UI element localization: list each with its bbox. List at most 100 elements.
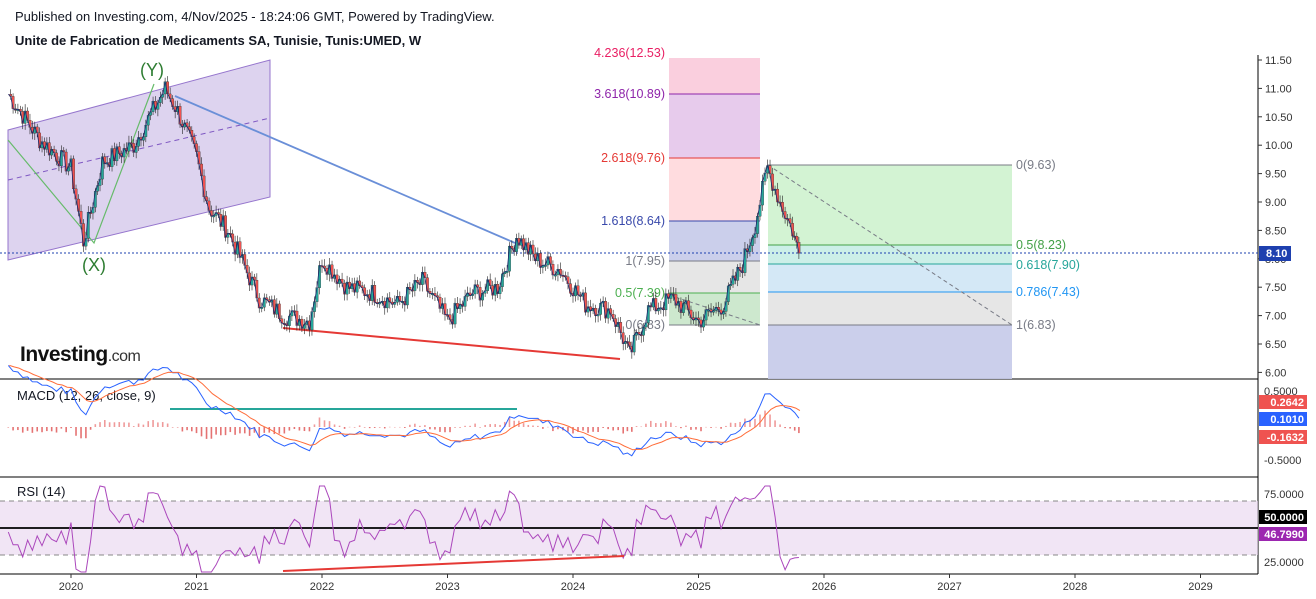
macd-histogram-bar [793,427,796,431]
macd-histogram-bar [655,423,657,427]
macd-histogram-bar [368,427,371,429]
macd-histogram-bar [94,424,97,427]
macd-histogram-bar [567,427,569,432]
macd-histogram-bar [597,427,599,432]
macd-histogram-bar [36,427,39,432]
macd-histogram-bar [612,427,614,431]
x-tick-label: 2024 [561,581,585,593]
macd-histogram-bar [288,427,291,431]
x-tick-label: 2023 [435,581,459,593]
macd-histogram-bar [128,422,130,427]
macd-histogram-bar [720,427,722,429]
macd-histogram-bar [132,426,135,427]
macd-histogram-bar [700,427,702,432]
fib-extension-labels: 4.236(12.53) 3.618(10.89) 2.618(9.76) 1.618… [594,46,665,332]
macd-histogram-bar [489,424,491,427]
macd-histogram-bar [542,427,544,429]
macd-histogram-bar [409,424,411,427]
x-tick-label: 2022 [310,581,334,593]
candle-body [405,287,409,306]
elliott-channel [7,59,271,261]
macd-histogram-bar [70,427,72,428]
retr-zone-lightblue [768,264,1012,292]
macd-histogram-bar [161,422,164,427]
macd-histogram-bar [333,424,336,427]
macd-histogram-bar [328,421,331,427]
macd-histogram-bar [278,427,281,434]
macd-histogram-bar [171,427,174,428]
macd-histogram-bar [617,427,619,431]
macd-histogram-bar [26,427,29,431]
macd-histogram-bar [186,427,188,431]
candle-body [743,248,747,273]
macd-histogram-bar [215,427,217,435]
macd-histogram-bar [513,420,515,427]
macd-histogram-bar [205,427,208,439]
fib-zone-gray [669,261,760,293]
macd-histogram-bar [645,423,647,427]
price-tick-label: 9.50 [1265,169,1286,181]
macd-histogram-bar [273,427,276,435]
macd-histogram-bar [220,427,222,436]
macd-histogram-bar [508,417,511,427]
macd-histogram-bar [388,426,391,428]
x-tick-label: 2028 [1063,581,1087,593]
price-tick-label: 10.00 [1265,140,1293,152]
macd-histogram-bar [479,427,481,428]
macd-histogram-bar [210,427,213,439]
macd-histogram-bar [7,427,10,428]
macd-histogram-bar [695,427,697,430]
macd-badge-value: 0.2642 [1270,397,1304,409]
wave-label-y: (Y) [140,60,164,80]
retr-zone-lavender [768,325,1012,379]
macd-histogram-bar [21,427,24,433]
macd-histogram-bar [123,422,125,427]
macd-histogram-bar [137,423,140,427]
macd-histogram-bar [50,427,53,432]
macd-histogram-bar [779,424,781,427]
fib-retr-label: 0.618(7.90) [1016,258,1080,272]
logo-suffix: .com [107,348,141,365]
fib-retr-label: 0(9.63) [1016,158,1056,172]
macd-histogram [7,410,800,439]
macd-histogram-bar [41,427,43,433]
macd-histogram-bar [680,427,682,429]
macd-badge-value: 0.1010 [1270,414,1304,426]
macd-line [7,365,800,457]
logo-main: Investing [20,343,108,366]
candle-body [277,303,281,319]
fib-retracement [767,164,1013,379]
macd-histogram-bar [103,420,106,427]
macd-histogram-bar [537,425,539,427]
macd-histogram-bar [293,427,296,430]
macd-histogram-bar [118,422,121,427]
macd-histogram-bar [166,423,169,427]
macd-signal-line [9,364,801,451]
macd-histogram-bar [414,423,416,427]
macd-histogram-bar [685,425,687,427]
rsi-badge-bg [1259,527,1307,541]
macd-tick-neg: -0.5000 [1264,455,1301,467]
macd-histogram-bar [383,427,386,429]
macd-histogram-bar [378,427,381,428]
retr-zone-gray [768,292,1012,325]
macd-histogram-bar [55,427,58,433]
fib-ext-diagonal [668,294,761,326]
macd-histogram-bar [754,418,756,427]
price-line [8,81,800,354]
macd-histogram-bar [298,427,301,431]
macd-histogram-bar [258,427,261,438]
macd-histogram-bar [399,426,401,428]
rsi-badge-value: 46.7990 [1264,529,1304,541]
macd-histogram-bar [454,427,456,428]
price-axis-ticks: 11.5011.0010.5010.009.509.008.508.007.50… [1258,55,1293,379]
fib-extension [668,58,761,326]
macd-histogram-bar [353,427,356,428]
macd-badge-bg [1259,412,1307,426]
macd-histogram-bar [181,427,184,432]
price-tick-label: 6.00 [1265,367,1286,379]
macd-histogram-bar [789,427,791,429]
macd-histogram-bar [12,427,14,431]
macd-histogram-bar [602,427,604,428]
macd-histogram-bar [429,427,431,430]
